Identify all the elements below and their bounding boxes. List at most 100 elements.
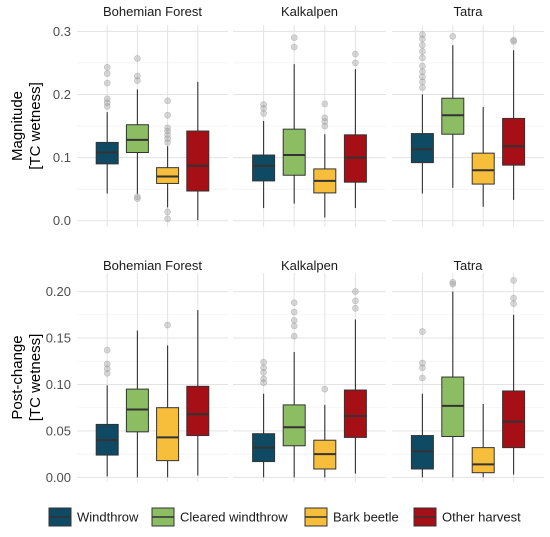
outlier-point <box>419 84 426 91</box>
magnitude-ytick-label: 0.1 <box>53 150 71 165</box>
outlier-point <box>290 332 298 340</box>
legend-label: Windthrow <box>77 510 139 525</box>
outlier-point <box>103 99 111 106</box>
post-change-box-kalkalpen-other-harvest <box>343 288 367 474</box>
box-iqr <box>471 447 495 474</box>
legend-item-cleared-windthrow: Cleared windthrow <box>151 507 288 527</box>
outlier-point <box>321 114 329 122</box>
outlier-point <box>352 297 359 305</box>
outlier-point <box>260 358 267 366</box>
legend-label: Other harvest <box>442 510 521 525</box>
post-change-box-bohemian-forest-windthrow <box>95 346 119 477</box>
post-change-box-kalkalpen-bark-beetle <box>313 385 337 478</box>
post-change-panel-title: Bohemian Forest <box>103 258 202 273</box>
post-change-ytick-label: 0.10 <box>46 377 71 392</box>
outlier-point <box>510 300 517 307</box>
outlier-point <box>103 365 111 372</box>
outlier-point <box>419 48 426 55</box>
magnitude-panel-title: Tatra <box>454 4 484 19</box>
post-change-panel-title: Kalkalpen <box>281 258 338 273</box>
box-iqr <box>502 117 526 166</box>
magnitude-box-tatra-windthrow <box>410 31 434 194</box>
magnitude-box-tatra-other-harvest <box>502 36 526 200</box>
box-iqr <box>502 390 526 449</box>
magnitude-box-kalkalpen-bark-beetle <box>313 100 337 218</box>
outlier-point <box>164 111 171 119</box>
outlier-point <box>134 72 141 80</box>
outlier-point <box>103 70 111 77</box>
outlier-point <box>260 110 267 117</box>
box-iqr <box>186 130 210 192</box>
outlier-point <box>419 41 426 49</box>
post-change-panel-title: Tatra <box>454 258 484 273</box>
outlier-point <box>290 34 298 41</box>
post-change-box-tatra-other-harvest <box>502 277 526 475</box>
magnitude-ylabel-line-2: [TC wetness] <box>27 82 44 170</box>
post-change-panel-tatra: Tatra <box>392 258 544 482</box>
outlier-point <box>510 294 517 302</box>
post-change-box-bohemian-forest-bark-beetle <box>156 321 180 478</box>
outlier-point <box>290 322 298 330</box>
post-change-ytick-label: 0.20 <box>46 284 71 299</box>
outlier-point <box>290 299 298 307</box>
outlier-point <box>419 31 426 38</box>
outlier-point <box>164 215 171 223</box>
outlier-point <box>260 101 267 108</box>
outlier-point <box>164 321 171 329</box>
post-change-ytick-label: 0.00 <box>46 470 71 485</box>
legend-item-bark-beetle: Bark beetle <box>304 507 399 527</box>
box-iqr <box>282 128 306 176</box>
outlier-point <box>419 359 426 367</box>
post-change-box-bohemian-forest-cleared-windthrow <box>125 330 149 478</box>
outlier-point <box>321 385 329 393</box>
box-iqr <box>156 407 180 462</box>
post-change-ylabel-line-2: [TC wetness] <box>27 334 44 422</box>
box-iqr <box>252 154 276 182</box>
magnitude-ytick-label: 0.2 <box>53 87 71 102</box>
outlier-point <box>164 131 171 139</box>
post-change-box-tatra-cleared-windthrow <box>441 278 465 478</box>
magnitude-box-bohemian-forest-bark-beetle <box>156 97 180 223</box>
outlier-point <box>164 97 171 105</box>
post-change-box-kalkalpen-windthrow <box>252 358 276 478</box>
outlier-point <box>449 33 457 40</box>
post-change-panel-bohemian-forest: Bohemian Forest <box>77 258 228 482</box>
outlier-point <box>103 95 111 103</box>
box-iqr <box>125 124 149 154</box>
magnitude-box-bohemian-forest-windthrow <box>95 63 119 194</box>
outlier-point <box>449 280 457 288</box>
outlier-point <box>352 288 359 295</box>
outlier-point <box>419 73 426 81</box>
outlier-point <box>352 59 359 67</box>
outlier-point <box>260 105 267 112</box>
outlier-point <box>103 63 111 71</box>
outlier-point <box>419 78 426 86</box>
outlier-point <box>449 278 457 286</box>
outlier-point <box>510 36 517 44</box>
outlier-point <box>419 328 426 335</box>
magnitude-box-bohemian-forest-other-harvest <box>186 81 210 221</box>
post-change-box-bohemian-forest-other-harvest <box>186 310 210 476</box>
post-change-panel-kalkalpen: Kalkalpen <box>233 258 386 482</box>
outlier-point <box>164 208 171 216</box>
outlier-point <box>103 370 111 377</box>
outlier-point <box>290 43 298 51</box>
outlier-point <box>103 103 111 110</box>
outlier-point <box>134 195 141 202</box>
magnitude-ytick-label: 0.0 <box>53 213 71 228</box>
box-iqr <box>410 133 434 164</box>
outlier-point <box>164 124 171 132</box>
box-iqr <box>282 404 306 447</box>
outlier-point <box>164 139 171 146</box>
outlier-point <box>260 375 267 383</box>
magnitude-box-kalkalpen-cleared-windthrow <box>282 34 306 204</box>
magnitude-ytick-label: 0.3 <box>53 24 71 39</box>
outlier-point <box>103 360 111 368</box>
magnitude-box-tatra-cleared-windthrow <box>441 33 465 188</box>
outlier-point <box>290 308 298 316</box>
outlier-point <box>352 50 359 58</box>
outlier-point <box>103 346 111 354</box>
post-change-ytick-label: 0.15 <box>46 331 71 346</box>
legend-item-windthrow: Windthrow <box>48 507 139 527</box>
